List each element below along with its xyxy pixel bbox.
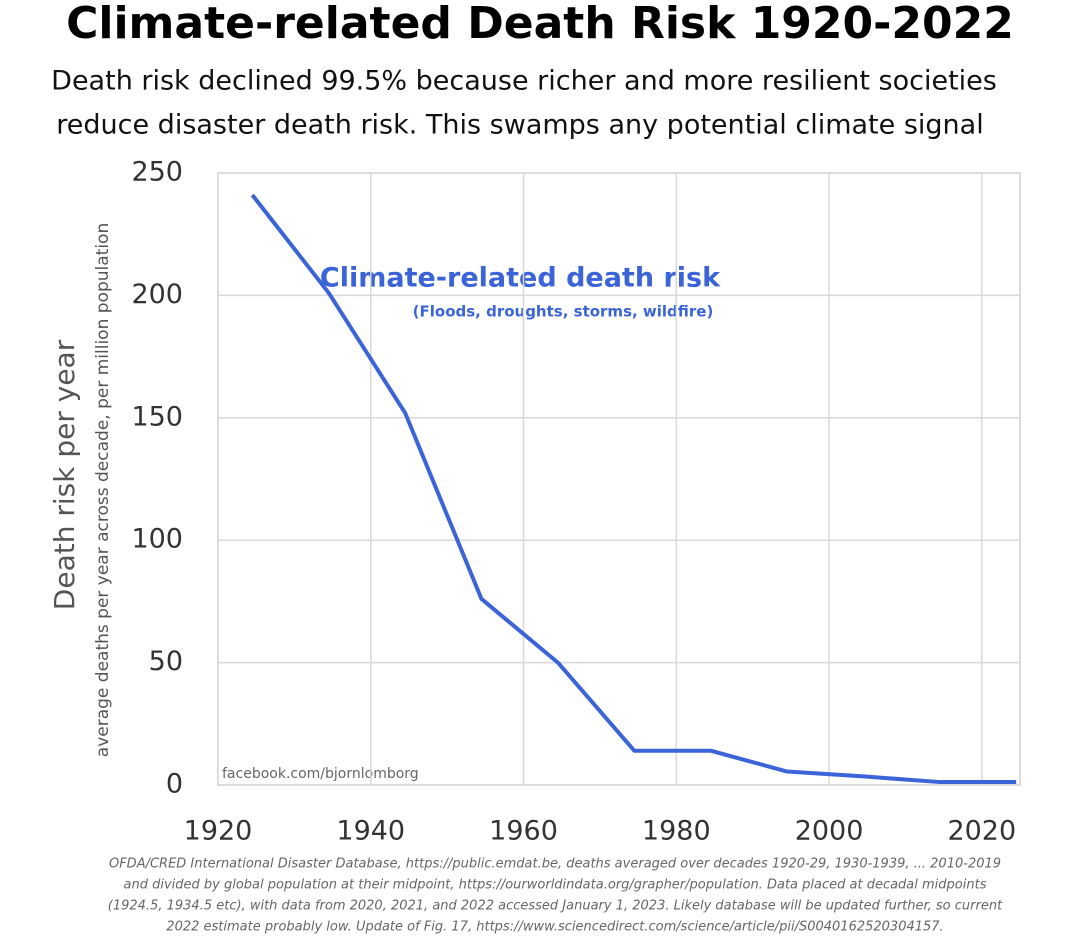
y-tick-label: 250 (131, 157, 183, 188)
y-tick-label: 0 (166, 769, 183, 800)
y-axis-sublabel: average deaths per year across decade, p… (93, 223, 113, 757)
x-tick-label: 1980 (642, 816, 711, 847)
watermark: facebook.com/bjornlomborg (222, 766, 419, 782)
x-tick-label: 2020 (947, 816, 1016, 847)
data-line (250, 193, 1017, 785)
chart-title: Climate-related Death Risk 1920-2022 (66, 0, 1014, 49)
subtitle: reduce disaster death risk. This swamps … (56, 110, 983, 141)
subtitle: Death risk declined 99.5% because richer… (51, 66, 997, 97)
annotation: (Floods, droughts, storms, wildfire) (413, 303, 714, 321)
x-tick-label: 1920 (184, 816, 253, 847)
y-tick-label: 50 (149, 646, 183, 677)
y-tick-label: 200 (131, 279, 183, 310)
annotation: Climate-related death risk (320, 263, 721, 294)
footnote: 2022 estimate probably low. Update of Fi… (166, 920, 943, 935)
y-tick-label: 150 (131, 401, 183, 432)
x-tick-label: 2000 (795, 816, 864, 847)
y-tick-label: 100 (131, 524, 183, 555)
footnote: (1924.5, 1934.5 etc), with data from 202… (108, 899, 1003, 914)
footnote: and divided by global population at thei… (124, 878, 987, 893)
x-tick-label: 1960 (489, 816, 558, 847)
footnote: OFDA/CRED International Disaster Databas… (109, 857, 1001, 872)
y-axis-label: Death risk per year (48, 339, 81, 610)
x-tick-label: 1940 (336, 816, 405, 847)
